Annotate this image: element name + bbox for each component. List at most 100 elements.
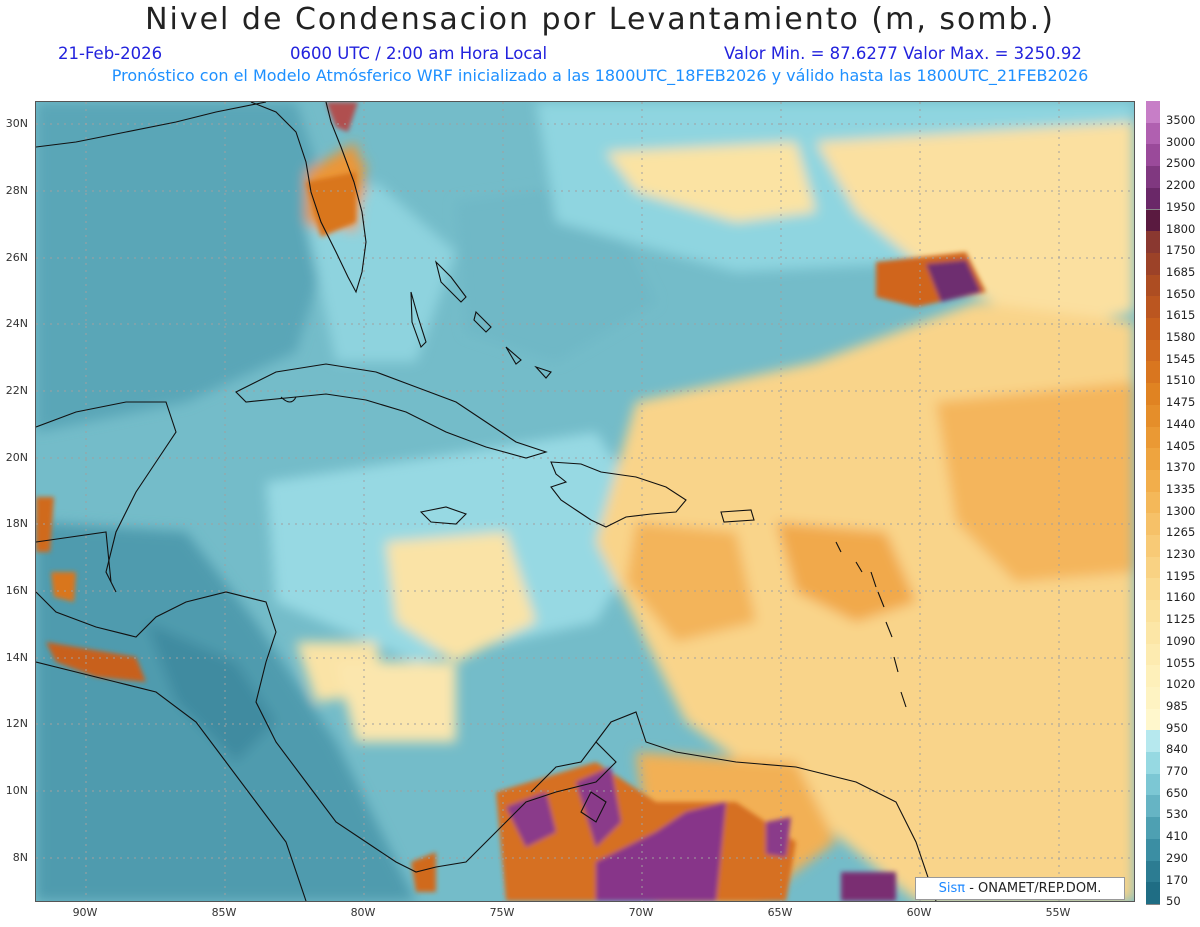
- colorbar-label: 840: [1166, 742, 1188, 757]
- colorbar-swatch: [1146, 665, 1160, 688]
- colorbar-swatch: [1146, 513, 1160, 537]
- lon-label: 85W: [211, 906, 237, 919]
- colorbar-swatch: [1146, 817, 1160, 840]
- lat-label: 20N: [5, 451, 28, 464]
- colorbar-swatch: [1146, 166, 1160, 189]
- min-max-values: Valor Min. = 87.6277 Valor Max. = 3250.9…: [724, 44, 1082, 63]
- colorbar-swatch: [1146, 621, 1160, 645]
- colorbar-label: 985: [1166, 698, 1188, 713]
- colorbar-swatch: [1146, 296, 1160, 319]
- colorbar-label: 1685: [1166, 264, 1196, 279]
- lat-label: 30N: [5, 117, 28, 130]
- colorbar-label: 1580: [1166, 330, 1196, 345]
- forecast-time: 0600 UTC / 2:00 am Hora Local: [290, 44, 548, 63]
- colorbar-label: 1335: [1166, 481, 1196, 496]
- colorbar-label: 1750: [1166, 243, 1196, 258]
- lat-label: 10N: [5, 784, 28, 797]
- lat-label: 24N: [5, 317, 28, 330]
- colorbar-swatch: [1146, 318, 1160, 341]
- sispi-logo: Sisπ: [938, 881, 966, 896]
- colorbar-swatch: [1146, 752, 1160, 775]
- colorbar-label: 1615: [1166, 308, 1196, 323]
- colorbar-label: 3000: [1166, 134, 1196, 149]
- colorbar-swatch: [1146, 252, 1160, 276]
- colorbar-label: 3500: [1166, 113, 1196, 127]
- credit-box: Sisπ - ONAMET/REP.DOM.: [915, 877, 1125, 900]
- colorbar-label: 650: [1166, 785, 1188, 800]
- lon-label: 55W: [1045, 906, 1071, 919]
- colorbar-swatch: [1146, 730, 1160, 754]
- colorbar: [1146, 101, 1160, 905]
- lon-label: 70W: [628, 906, 654, 919]
- colorbar-label: 1300: [1166, 503, 1196, 518]
- colorbar-swatch: [1146, 795, 1160, 819]
- colorbar-swatch: [1146, 535, 1160, 558]
- colorbar-swatch: [1146, 860, 1160, 884]
- lon-label: 65W: [767, 906, 793, 919]
- colorbar-label: 1650: [1166, 286, 1196, 301]
- colorbar-label: 1405: [1166, 438, 1196, 453]
- map-canvas: [36, 102, 1134, 901]
- colorbar-label: 1265: [1166, 525, 1196, 540]
- colorbar-label: 1950: [1166, 199, 1196, 214]
- colorbar-swatch: [1146, 600, 1160, 623]
- lat-label: 14N: [5, 651, 28, 664]
- colorbar-label: 1125: [1166, 612, 1196, 627]
- lcl-field-shading: [36, 102, 1134, 901]
- colorbar-label: 950: [1166, 720, 1188, 735]
- colorbar-label: 1195: [1166, 568, 1196, 583]
- colorbar-label: 770: [1166, 764, 1188, 779]
- colorbar-swatch: [1146, 556, 1160, 580]
- model-info: Pronóstico con el Modelo Atmósferico WRF…: [111, 66, 1089, 85]
- colorbar-label: 1090: [1166, 633, 1196, 648]
- lat-label: 16N: [5, 584, 28, 597]
- colorbar-label: 1475: [1166, 395, 1196, 410]
- colorbar-label: 1055: [1166, 655, 1196, 670]
- lon-label: 75W: [489, 906, 515, 919]
- colorbar-label: 1020: [1166, 677, 1196, 692]
- colorbar-label: 50: [1166, 894, 1181, 909]
- colorbar-label: 1160: [1166, 590, 1196, 605]
- colorbar-swatch: [1146, 231, 1160, 254]
- colorbar-swatch: [1146, 448, 1160, 471]
- chart-title: Nivel de Condensacion por Levantamiento …: [145, 2, 1055, 37]
- colorbar-label: 290: [1166, 850, 1188, 865]
- colorbar-swatch: [1146, 274, 1160, 298]
- colorbar-label: 2500: [1166, 156, 1196, 171]
- colorbar-label: 170: [1166, 872, 1188, 887]
- lon-label: 80W: [350, 906, 376, 919]
- lon-label: 60W: [906, 906, 932, 919]
- lat-label: 8N: [12, 851, 28, 864]
- colorbar-swatch: [1146, 361, 1160, 385]
- colorbar-swatch: [1146, 469, 1160, 493]
- colorbar-swatch: [1146, 838, 1160, 862]
- forecast-date: 21-Feb-2026: [58, 44, 163, 63]
- colorbar-swatch: [1146, 404, 1160, 428]
- colorbar-label: 1545: [1166, 351, 1196, 366]
- lat-label: 12N: [5, 717, 28, 730]
- lat-label: 22N: [5, 384, 28, 397]
- colorbar-label: 1510: [1166, 373, 1196, 388]
- colorbar-label: 1230: [1166, 547, 1196, 562]
- colorbar-swatch: [1146, 686, 1160, 710]
- lat-label: 26N: [5, 251, 28, 264]
- colorbar-label: 2200: [1166, 178, 1196, 193]
- colorbar-swatch: [1146, 144, 1160, 168]
- colorbar-label: 1800: [1166, 221, 1196, 236]
- colorbar-swatch: [1146, 578, 1160, 602]
- colorbar-label: 410: [1166, 829, 1188, 844]
- coastlines: [36, 102, 937, 901]
- graticule: [36, 102, 1134, 901]
- colorbar-label: 1440: [1166, 416, 1196, 431]
- lat-label: 28N: [5, 184, 28, 197]
- colorbar-swatch: [1146, 122, 1160, 146]
- lcl-map: [35, 101, 1135, 902]
- colorbar-swatch: [1146, 882, 1160, 905]
- colorbar-label: 1370: [1166, 460, 1196, 475]
- colorbar-swatch: [1146, 643, 1160, 667]
- colorbar-swatch: [1146, 773, 1160, 797]
- colorbar-swatch: [1146, 187, 1160, 211]
- colorbar-swatch: [1146, 708, 1160, 732]
- lon-label: 90W: [72, 906, 98, 919]
- colorbar-swatch: [1146, 101, 1160, 124]
